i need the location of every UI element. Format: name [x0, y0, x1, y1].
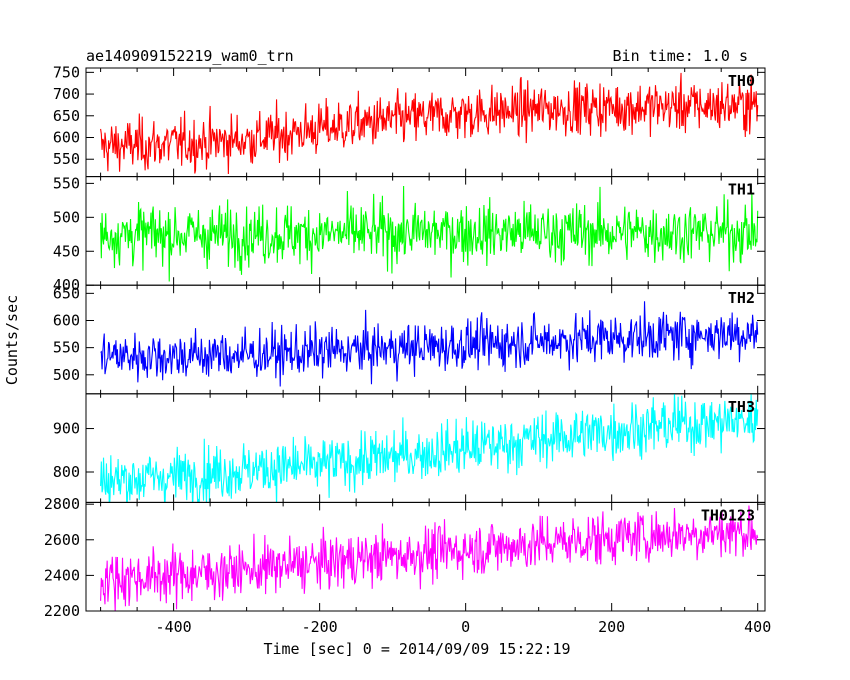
- y-tick-label: 750: [53, 63, 80, 81]
- panel-label: TH2: [728, 289, 755, 307]
- panel-label: TH3: [728, 398, 755, 416]
- series-line-th2: [100, 301, 759, 387]
- y-tick-label: 800: [53, 463, 80, 481]
- y-tick-label: 400: [53, 276, 80, 294]
- panel-th1: 400 450 500 550 TH1: [53, 174, 766, 294]
- y-axis-label: Counts/sec: [3, 295, 21, 385]
- y-tick-label: 700: [53, 85, 80, 103]
- panel-th0: 550 600 650 700 750 TH0: [53, 63, 766, 178]
- series-line-th3: [100, 393, 759, 503]
- panel-th0123: 2200 2400 2600 2800 TH0123: [44, 495, 766, 620]
- y-tick-label: 600: [53, 129, 80, 147]
- series-line-th0123: [100, 505, 759, 611]
- panel-label: TH0123: [701, 506, 755, 524]
- x-tick-label: -400: [156, 618, 192, 636]
- y-tick-label: 650: [53, 284, 80, 302]
- x-tick-label: 200: [598, 618, 625, 636]
- panels-group: 550 600 650 700 750 TH0 400 450 500 550 TH1 500 550 6…: [44, 63, 771, 636]
- y-tick-label: 550: [53, 339, 80, 357]
- y-tick-label: 550: [53, 150, 80, 168]
- x-axis-label: Time [sec] 0 = 2014/09/09 15:22:19: [263, 640, 570, 658]
- panel-th2: 500 550 600 650 TH2: [53, 284, 766, 395]
- y-tick-label: 2800: [44, 495, 80, 513]
- panel-label: TH1: [728, 181, 755, 199]
- y-tick-label: 500: [53, 366, 80, 384]
- bin-time-label: Bin time: 1.0 s: [613, 47, 748, 65]
- x-tick-label: 0: [461, 618, 470, 636]
- y-tick-label: 600: [53, 311, 80, 329]
- y-tick-label: 2600: [44, 531, 80, 549]
- x-tick-label: -200: [302, 618, 338, 636]
- y-tick-label: 650: [53, 107, 80, 125]
- y-tick-label: 550: [53, 174, 80, 192]
- panel-th3: 800 900 TH3: [53, 393, 766, 503]
- panel-frame: [85, 501, 766, 612]
- y-tick-label: 450: [53, 242, 80, 260]
- y-tick-label: 900: [53, 420, 80, 438]
- y-tick-label: 2200: [44, 602, 80, 620]
- series-line-th1: [100, 185, 759, 282]
- y-tick-label: 500: [53, 208, 80, 226]
- y-tick-label: 2400: [44, 566, 80, 584]
- series-line-th0: [100, 72, 759, 175]
- panel-label: TH0: [728, 72, 755, 90]
- x-tick-label: 400: [744, 618, 771, 636]
- chart-title: ae140909152219_wam0_trn: [86, 47, 294, 65]
